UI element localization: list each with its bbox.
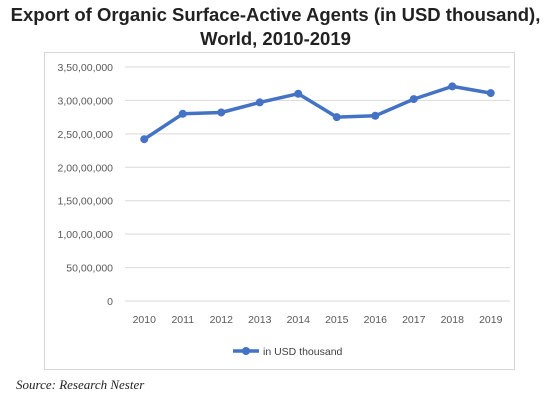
x-tick-label: 2018 <box>441 314 465 326</box>
legend-swatch-marker <box>242 347 250 355</box>
x-tick-label: 2010 <box>133 314 157 326</box>
x-tick-label: 2011 <box>171 314 194 326</box>
x-tick-label: 2015 <box>325 314 349 326</box>
y-tick-label: 0 <box>107 296 113 308</box>
x-tick-label: 2014 <box>287 314 311 326</box>
chart-frame <box>44 52 515 370</box>
data-point <box>486 89 495 98</box>
y-tick-label: 50,00,000 <box>66 263 113 275</box>
source-note: Source: Research Nester <box>16 377 145 392</box>
chart-title-line-2: World, 2010-2019 <box>200 28 351 49</box>
gridlines <box>125 66 510 302</box>
series-layer <box>140 82 495 144</box>
data-point <box>409 95 418 104</box>
data-point <box>448 82 457 91</box>
x-tick-label: 2013 <box>248 314 272 326</box>
x-axis-tick-labels: 2010 2011 2012 2013 2014 2015 2016 2017 2018 2019 <box>133 314 503 326</box>
y-tick-label: 3,00,00,000 <box>58 95 114 107</box>
y-tick-label: 3,50,00,000 <box>58 62 114 74</box>
x-tick-label: 2016 <box>364 314 388 326</box>
y-tick-label: 2,50,00,000 <box>58 129 114 141</box>
data-point <box>178 109 187 118</box>
chart-title-line-1: Export of Organic Surface-Active Agents … <box>10 4 541 25</box>
data-point <box>294 89 303 98</box>
x-tick-label: 2019 <box>479 314 503 326</box>
legend-label: in USD thousand <box>263 346 343 358</box>
data-point <box>140 135 149 144</box>
x-tick-label: 2012 <box>210 314 234 326</box>
y-tick-label: 2,00,00,000 <box>58 162 114 174</box>
y-tick-label: 1,50,00,000 <box>58 196 114 208</box>
data-point <box>332 113 341 122</box>
series-line <box>142 84 493 141</box>
data-point <box>371 111 380 120</box>
y-axis-tick-labels: 0 50,00,000 1,00,00,000 1,50,00,000 2,00,00,… <box>58 62 114 308</box>
y-tick-label: 1,00,00,000 <box>58 229 114 241</box>
data-point <box>255 98 264 107</box>
data-point <box>217 108 226 117</box>
legend: in USD thousand <box>233 346 343 358</box>
x-tick-label: 2017 <box>402 314 426 326</box>
